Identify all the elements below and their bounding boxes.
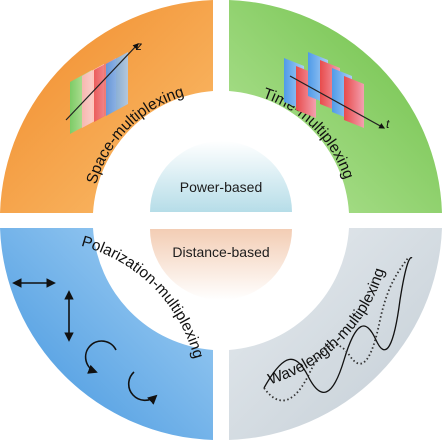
distance-based-label: Distance-based	[172, 244, 269, 260]
circular-arrow-right-icon	[127, 371, 158, 405]
space-planes-icon: z	[65, 39, 142, 134]
z-axis-label: z	[135, 39, 142, 53]
time-planes-icon: t	[284, 52, 390, 131]
power-based-half	[150, 141, 292, 212]
distance-based-half	[150, 229, 292, 300]
power-based-label: Power-based	[180, 179, 263, 195]
polarization-arrows-icon	[12, 278, 158, 405]
wavelength-multiplexing-wedge	[229, 228, 442, 440]
circular-arrow-left-icon	[84, 340, 117, 374]
wavelength-waves-icon	[263, 257, 413, 402]
t-axis-label: t	[386, 117, 390, 131]
